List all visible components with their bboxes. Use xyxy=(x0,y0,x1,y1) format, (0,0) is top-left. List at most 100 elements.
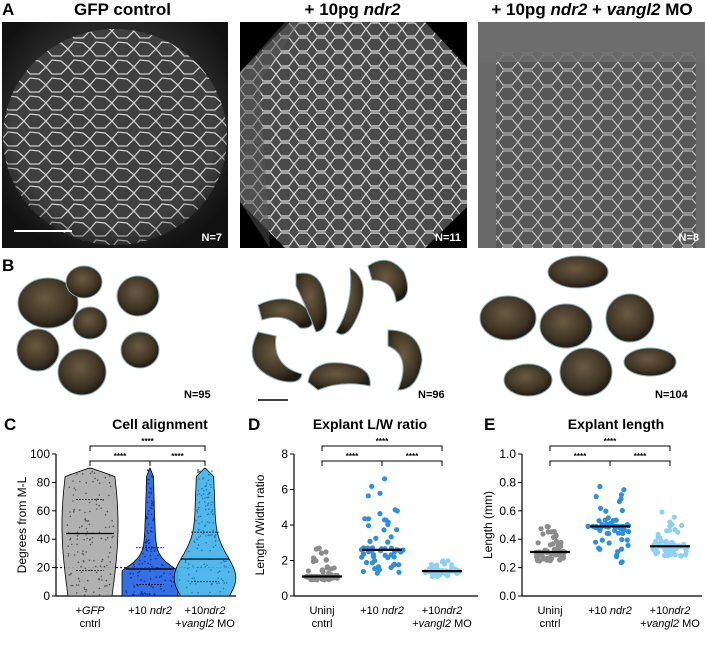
data-point xyxy=(555,543,561,549)
data-point xyxy=(151,531,153,533)
data-point xyxy=(557,557,563,563)
data-point xyxy=(198,501,201,504)
violin xyxy=(61,467,119,597)
data-point xyxy=(197,506,200,509)
data-point xyxy=(73,508,76,511)
data-point xyxy=(149,563,152,566)
data-point xyxy=(85,589,88,591)
data-point xyxy=(76,531,79,534)
data-point xyxy=(69,511,71,513)
title-text: + 10pg xyxy=(491,0,551,19)
data-point xyxy=(202,478,204,480)
title-italic: vangl2 xyxy=(606,0,661,19)
data-point xyxy=(145,548,148,551)
data-point xyxy=(148,478,150,481)
data-point xyxy=(159,576,161,578)
data-point xyxy=(146,595,149,597)
data-point xyxy=(150,493,152,495)
data-point xyxy=(323,549,329,555)
data-point xyxy=(318,550,324,556)
tick-label-part: +10 xyxy=(588,605,610,617)
y-tick-label: 0 xyxy=(43,589,50,603)
data-point xyxy=(150,548,152,550)
data-point xyxy=(106,585,108,587)
data-point xyxy=(222,587,225,590)
title-text: MO xyxy=(660,0,693,19)
data-point xyxy=(137,571,139,574)
data-point xyxy=(370,552,377,558)
data-point xyxy=(604,530,610,536)
data-point xyxy=(82,559,85,562)
data-point xyxy=(68,486,70,488)
data-point xyxy=(98,587,101,590)
data-point xyxy=(91,541,94,544)
data-point xyxy=(145,542,147,545)
data-point xyxy=(84,511,86,514)
data-point xyxy=(197,592,199,594)
tick-label-part: vangl2 xyxy=(647,618,679,630)
data-point xyxy=(178,579,181,581)
data-point xyxy=(75,584,78,586)
data-point xyxy=(83,587,86,589)
data-point xyxy=(78,526,81,529)
data-point xyxy=(76,535,79,537)
data-point xyxy=(664,528,670,534)
data-point xyxy=(360,568,366,575)
tick-label-part: +10 xyxy=(128,605,150,617)
data-point xyxy=(71,543,73,546)
data-point xyxy=(96,508,98,510)
x-tick-label: cntrl xyxy=(540,618,561,630)
data-point xyxy=(151,500,153,502)
data-point xyxy=(77,577,80,580)
data-point xyxy=(109,475,111,477)
data-point xyxy=(95,503,98,506)
data-point xyxy=(377,511,383,517)
data-point xyxy=(214,544,217,547)
data-point xyxy=(99,565,102,567)
data-point xyxy=(208,492,210,494)
data-point xyxy=(185,559,187,562)
data-point xyxy=(109,485,112,488)
data-point xyxy=(138,570,141,573)
data-point xyxy=(145,539,148,541)
data-point xyxy=(143,592,146,594)
data-point xyxy=(202,530,204,532)
tick-label-part: MO xyxy=(679,618,700,630)
tick-label-part: vangl2 xyxy=(182,618,214,630)
data-point xyxy=(150,530,152,532)
data-point xyxy=(618,560,624,566)
data-point xyxy=(89,472,92,475)
data-point xyxy=(105,579,108,582)
data-point xyxy=(156,566,158,569)
data-point xyxy=(671,514,677,520)
data-point xyxy=(669,551,675,557)
data-point xyxy=(129,572,132,575)
data-point xyxy=(76,551,79,553)
panel-label-e: E xyxy=(484,415,496,434)
data-point xyxy=(73,554,76,556)
data-point xyxy=(142,553,144,555)
data-point xyxy=(682,552,688,558)
data-point xyxy=(212,529,214,532)
data-point xyxy=(100,537,103,540)
data-point xyxy=(606,540,612,546)
data-point xyxy=(147,532,149,534)
data-point xyxy=(597,483,603,490)
x-tick-label: +10 ndr2 xyxy=(588,605,632,617)
significance-bracket xyxy=(549,445,671,451)
scale-bar xyxy=(14,230,72,232)
data-point xyxy=(80,571,83,573)
title-italic: ndr2 xyxy=(550,0,588,19)
data-point xyxy=(222,560,225,562)
y-tick-label: 0.0 xyxy=(499,589,516,603)
data-point xyxy=(319,567,325,573)
data-point xyxy=(72,494,75,496)
data-point xyxy=(74,489,77,491)
data-point xyxy=(92,480,94,483)
n-count-b1: N=95 xyxy=(184,389,211,401)
data-point xyxy=(85,519,87,522)
y-tick-label: 6 xyxy=(281,483,288,497)
data-point xyxy=(84,590,87,593)
data-point xyxy=(77,561,80,564)
data-point xyxy=(150,526,153,529)
